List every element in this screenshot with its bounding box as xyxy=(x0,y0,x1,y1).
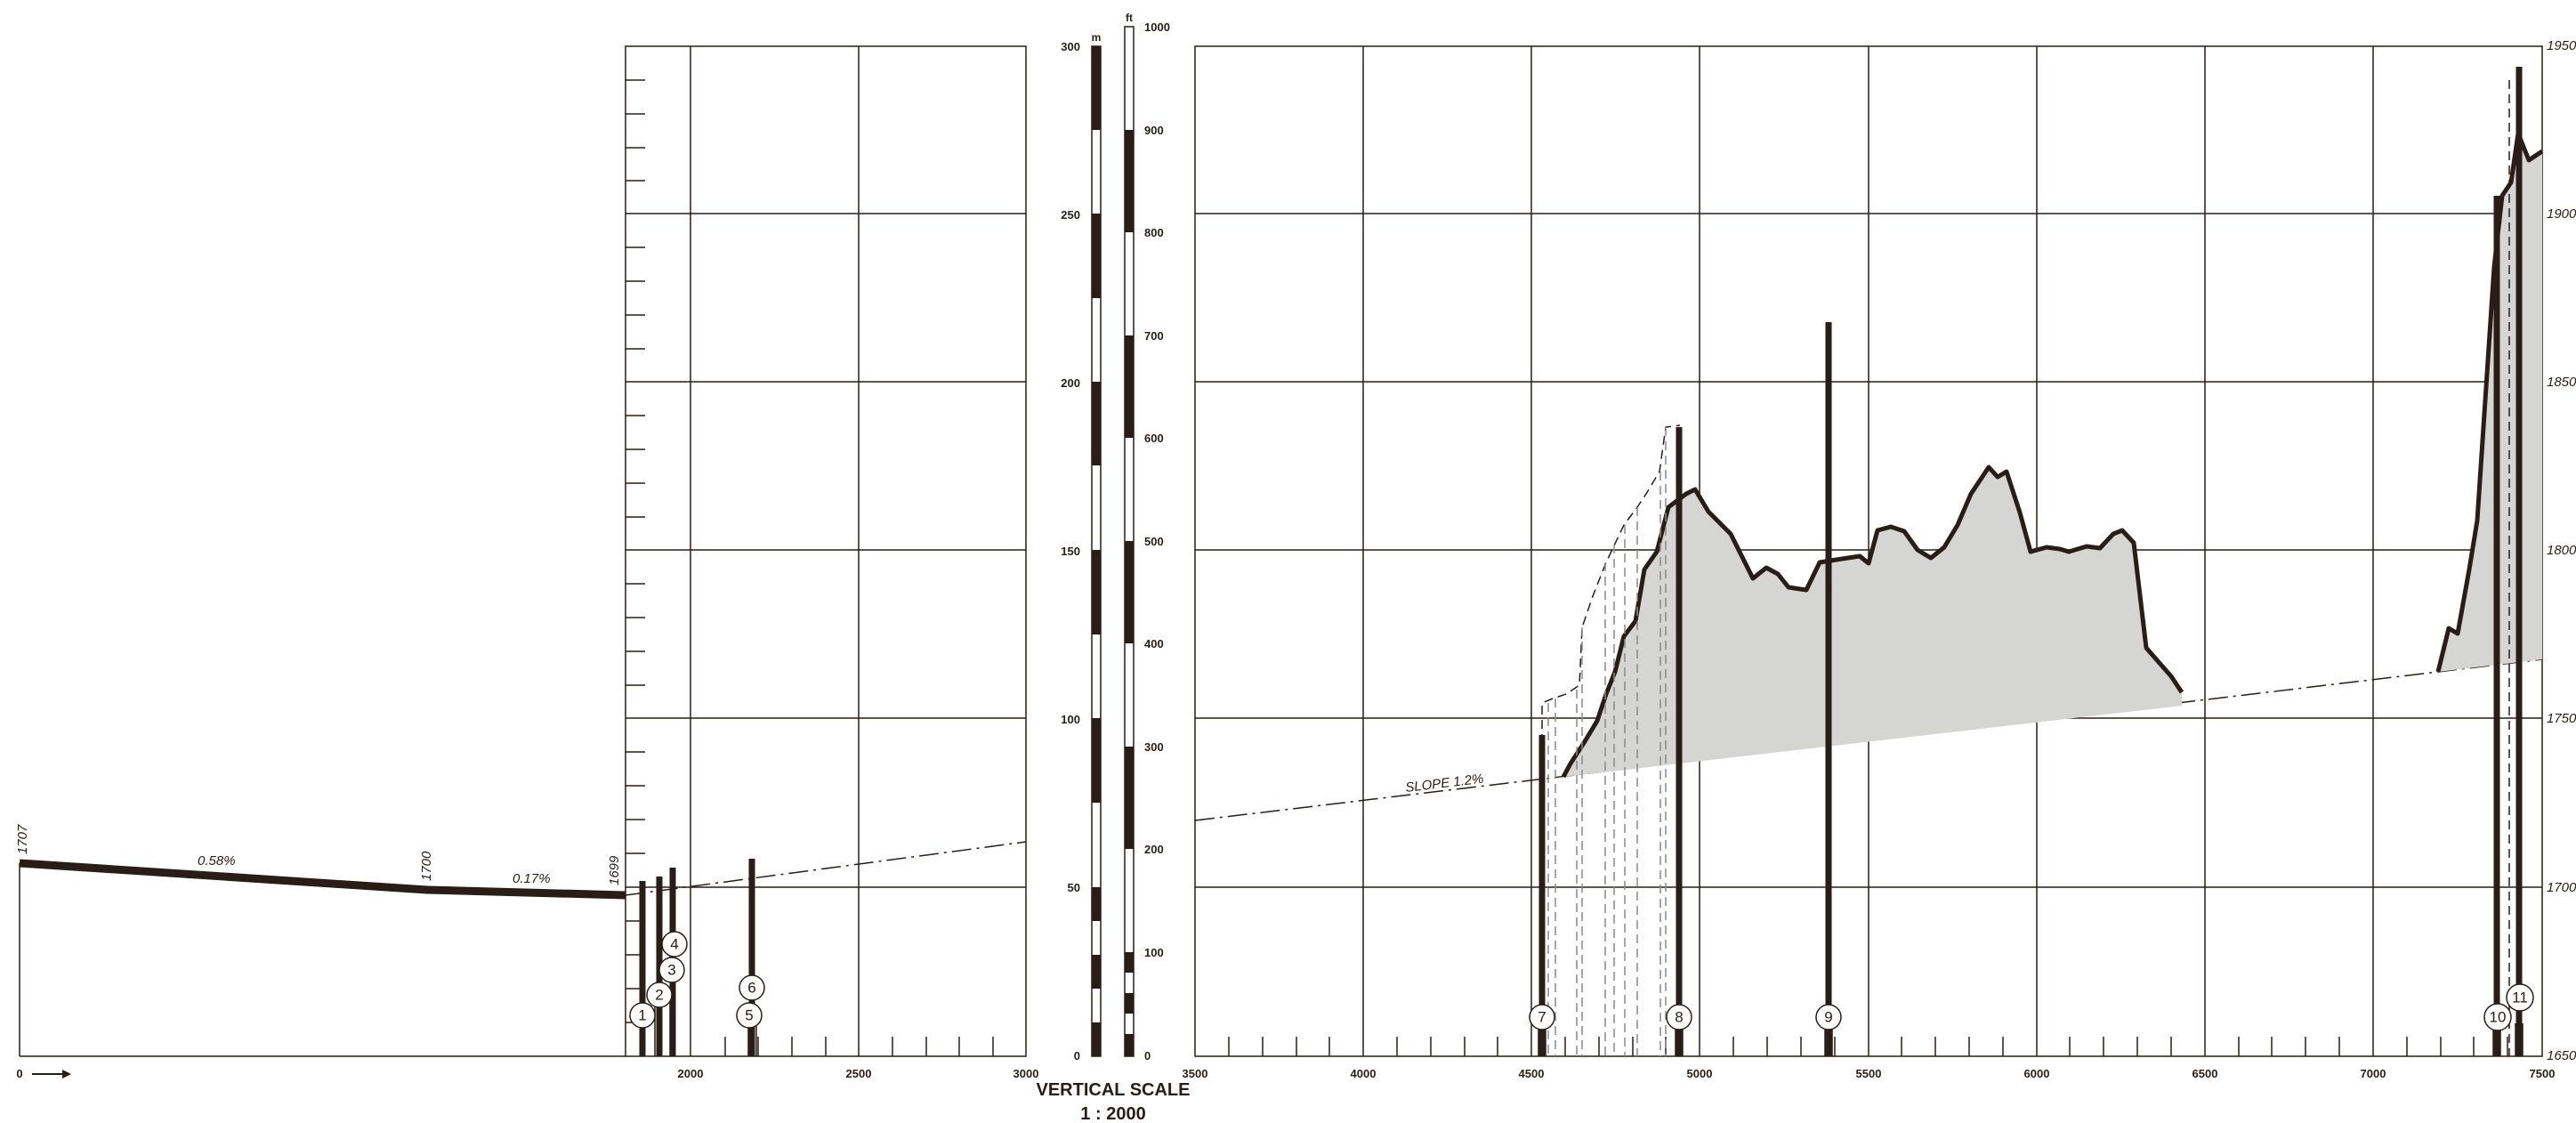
scale-unit-m: m xyxy=(1092,31,1102,44)
ft-label-0: 0 xyxy=(1144,1049,1151,1062)
ft-label-300: 300 xyxy=(1144,740,1164,754)
investigation-dashed-verticals xyxy=(1547,427,1667,1056)
m-label-50: 50 xyxy=(1068,881,1080,894)
origin-arrow-icon xyxy=(32,1070,71,1079)
elev-1750: 1750 xyxy=(2547,711,2576,726)
x-tick-2500: 2500 xyxy=(846,1067,872,1080)
borehole-label-3: 3 xyxy=(667,962,675,979)
m-label-0: 0 xyxy=(1074,1049,1080,1062)
borehole-label-11: 11 xyxy=(2512,990,2528,1006)
borehole-label-2: 2 xyxy=(655,987,663,1004)
ft-label-100: 100 xyxy=(1144,946,1164,959)
x-tick-3000: 3000 xyxy=(1013,1067,1039,1080)
x-tick-7000: 7000 xyxy=(2361,1067,2386,1080)
ft-label-200: 200 xyxy=(1144,843,1164,856)
left-boreholes xyxy=(639,859,757,1056)
m-label-200: 200 xyxy=(1061,376,1080,390)
left-elev-1699: 1699 xyxy=(607,855,622,885)
scale-bar-ft xyxy=(1124,26,1135,1057)
left-elev-1700: 1700 xyxy=(419,851,434,881)
slope-label-main: SLOPE 1.2% xyxy=(1404,772,1484,796)
ft-label-600: 600 xyxy=(1144,432,1164,445)
left-grid xyxy=(625,45,1027,1057)
rock-mass-outline xyxy=(1561,465,2184,779)
ft-label-1000: 1000 xyxy=(1144,20,1170,34)
vertical-scale-ratio: 1 : 2000 xyxy=(1080,1104,1145,1123)
m-label-300: 300 xyxy=(1061,40,1080,53)
slope-label-0-58: 0.58% xyxy=(198,853,236,869)
main-grid xyxy=(1194,45,2543,1057)
x-tick-4500: 4500 xyxy=(1519,1067,1545,1080)
main-boreholes xyxy=(1538,67,2523,1056)
elev-1650: 1650 xyxy=(2547,1048,2576,1063)
x-tick-4000: 4000 xyxy=(1351,1067,1377,1080)
m-label-100: 100 xyxy=(1061,713,1080,726)
ft-label-400: 400 xyxy=(1144,637,1164,650)
x-tick-0: 0 xyxy=(16,1067,22,1080)
x-tick-5000: 5000 xyxy=(1687,1067,1713,1080)
ft-label-700: 700 xyxy=(1144,329,1164,343)
x-tick-5500: 5500 xyxy=(1856,1067,1882,1080)
x-tick-6500: 6500 xyxy=(2192,1067,2218,1080)
elev-1950: 1950 xyxy=(2547,38,2576,53)
tunnel-slope-line xyxy=(1194,658,2543,821)
ft-label-900: 900 xyxy=(1144,124,1164,137)
borehole-label-1: 1 xyxy=(638,1007,646,1024)
borehole-stems xyxy=(1538,1023,2524,1056)
m-label-150: 150 xyxy=(1061,545,1080,558)
x-tick-7500: 7500 xyxy=(2530,1067,2556,1080)
borehole-label-7: 7 xyxy=(1538,1009,1546,1026)
ft-label-800: 800 xyxy=(1144,226,1164,239)
borehole-markers: 1 2 3 4 5 6 7 8 9 10 11 xyxy=(629,931,2534,1031)
left-slope-dashdot xyxy=(625,841,1027,896)
borehole-label-4: 4 xyxy=(670,936,678,953)
scale-bar-m xyxy=(1091,45,1102,1057)
ft-label-500: 500 xyxy=(1144,535,1164,548)
investigation-dashed-outline xyxy=(1541,424,1681,1056)
slope-label-0-17: 0.17% xyxy=(513,871,551,886)
elev-1850: 1850 xyxy=(2547,375,2576,390)
borehole-label-10: 10 xyxy=(2490,1009,2507,1026)
elev-1800: 1800 xyxy=(2547,543,2576,558)
x-tick-3500: 3500 xyxy=(1183,1067,1208,1080)
elev-1900: 1900 xyxy=(2547,206,2576,222)
borehole-label-6: 6 xyxy=(747,980,755,997)
borehole-label-9: 9 xyxy=(1824,1009,1832,1026)
left-bottom-ticks xyxy=(724,1037,994,1056)
scale-unit-ft: ft xyxy=(1126,12,1133,24)
left-elev-1707: 1707 xyxy=(15,824,30,854)
vertical-scale-title: VERTICAL SCALE xyxy=(1037,1080,1191,1100)
borehole-label-8: 8 xyxy=(1675,1009,1683,1026)
x-tick-2000: 2000 xyxy=(678,1067,704,1080)
left-channel-profile xyxy=(19,859,626,900)
main-bottom-ticks xyxy=(1228,1037,2508,1056)
elev-1700: 1700 xyxy=(2547,880,2576,895)
rock-mass-fill xyxy=(1563,467,2182,777)
x-tick-6000: 6000 xyxy=(2024,1067,2050,1080)
m-label-250: 250 xyxy=(1061,208,1080,222)
borehole-label-5: 5 xyxy=(745,1007,753,1024)
